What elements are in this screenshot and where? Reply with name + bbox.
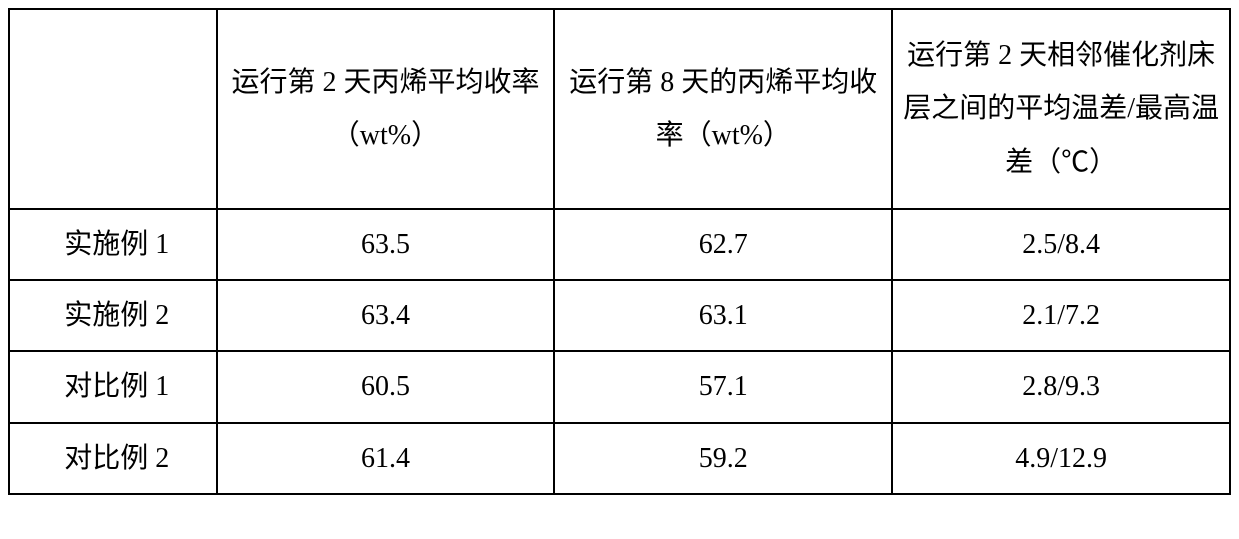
header-col-1: 运行第 2 天丙烯平均收率（wt%） <box>217 9 555 209</box>
cell-r4-c3: 4.9/12.9 <box>892 423 1230 494</box>
table-header: 运行第 2 天丙烯平均收率（wt%） 运行第 8 天的丙烯平均收率（wt%） 运… <box>9 9 1230 209</box>
cell-r3-c1: 60.5 <box>217 351 555 422</box>
table-row: 实施例 2 63.4 63.1 2.1/7.2 <box>9 280 1230 351</box>
cell-r2-c2: 63.1 <box>554 280 892 351</box>
table-row: 实施例 1 63.5 62.7 2.5/8.4 <box>9 209 1230 280</box>
header-row: 运行第 2 天丙烯平均收率（wt%） 运行第 8 天的丙烯平均收率（wt%） 运… <box>9 9 1230 209</box>
header-col-3: 运行第 2 天相邻催化剂床层之间的平均温差/最高温差（℃） <box>892 9 1230 209</box>
cell-r1-c1: 63.5 <box>217 209 555 280</box>
cell-r2-c1: 63.4 <box>217 280 555 351</box>
cell-r4-c2: 59.2 <box>554 423 892 494</box>
cell-r3-c2: 57.1 <box>554 351 892 422</box>
cell-r2-c3: 2.1/7.2 <box>892 280 1230 351</box>
header-col-2: 运行第 8 天的丙烯平均收率（wt%） <box>554 9 892 209</box>
header-blank <box>9 9 217 209</box>
cell-r1-c2: 62.7 <box>554 209 892 280</box>
row-label-4: 对比例 2 <box>9 423 217 494</box>
row-label-2: 实施例 2 <box>9 280 217 351</box>
cell-r3-c3: 2.8/9.3 <box>892 351 1230 422</box>
table-body: 实施例 1 63.5 62.7 2.5/8.4 实施例 2 63.4 63.1 … <box>9 209 1230 494</box>
data-table: 运行第 2 天丙烯平均收率（wt%） 运行第 8 天的丙烯平均收率（wt%） 运… <box>8 8 1231 495</box>
cell-r1-c3: 2.5/8.4 <box>892 209 1230 280</box>
row-label-3: 对比例 1 <box>9 351 217 422</box>
table-row: 对比例 2 61.4 59.2 4.9/12.9 <box>9 423 1230 494</box>
table-row: 对比例 1 60.5 57.1 2.8/9.3 <box>9 351 1230 422</box>
row-label-1: 实施例 1 <box>9 209 217 280</box>
cell-r4-c1: 61.4 <box>217 423 555 494</box>
